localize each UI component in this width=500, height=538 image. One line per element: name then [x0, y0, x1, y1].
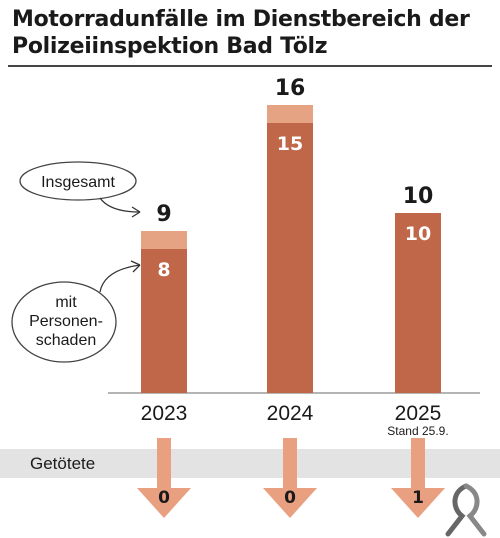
data-label-injury-2025: 10 [405, 223, 431, 245]
legend-injury: mit Personen- schaden [11, 260, 141, 363]
data-label-injury-2024: 15 [277, 133, 303, 155]
legend-total-arrowhead [131, 206, 141, 218]
tick-note-2025: Stand 25.9. [387, 424, 448, 438]
data-label-killed-2024: 0 [284, 488, 296, 508]
data-label-total-2024: 16 [275, 76, 306, 101]
legend-injury-pointer [99, 264, 141, 293]
bar-injury-2025 [395, 213, 441, 393]
tick-label-2025: 2025 [395, 402, 442, 425]
legend-injury-label-3: schaden [36, 332, 97, 349]
legend-total: Insgesamt [19, 161, 141, 218]
data-label-killed-2025: 1 [412, 488, 424, 508]
data-label-killed-2023: 0 [158, 488, 170, 508]
tick-label-2024: 2024 [267, 402, 314, 425]
chart-title-line-2: Polizeiinspektion Bad Tölz [12, 34, 328, 59]
awareness-ribbon-icon [445, 483, 487, 537]
legend-total-bubble [19, 161, 137, 201]
legend-injury-arrowhead [130, 260, 141, 273]
chart-title: Motorradunfälle im Dienstbereich der Pol… [12, 6, 492, 60]
legend-injury-label-2: Personen- [29, 313, 103, 330]
bar-injury-2024 [267, 123, 313, 393]
legend-total-label: Insgesamt [41, 174, 115, 191]
tick-label-2023: 2023 [141, 402, 188, 425]
killed-arrow-2024 [263, 438, 317, 518]
data-label-total-2023: 9 [156, 202, 171, 227]
legend-injury-label-1: mit [55, 294, 77, 311]
legend-total-pointer [99, 197, 141, 213]
chart-title-line-1: Motorradunfälle im Dienstbereich der [12, 7, 470, 32]
data-label-injury-2023: 8 [157, 259, 170, 281]
data-label-total-2025: 10 [403, 184, 434, 209]
killed-band-label: Getötete [30, 454, 95, 473]
title-rule [8, 65, 492, 67]
legend-injury-bubble [11, 281, 117, 363]
killed-arrow-2025 [391, 438, 445, 518]
killed-arrow-2023 [137, 438, 191, 518]
bar-injury-2023 [141, 249, 187, 393]
